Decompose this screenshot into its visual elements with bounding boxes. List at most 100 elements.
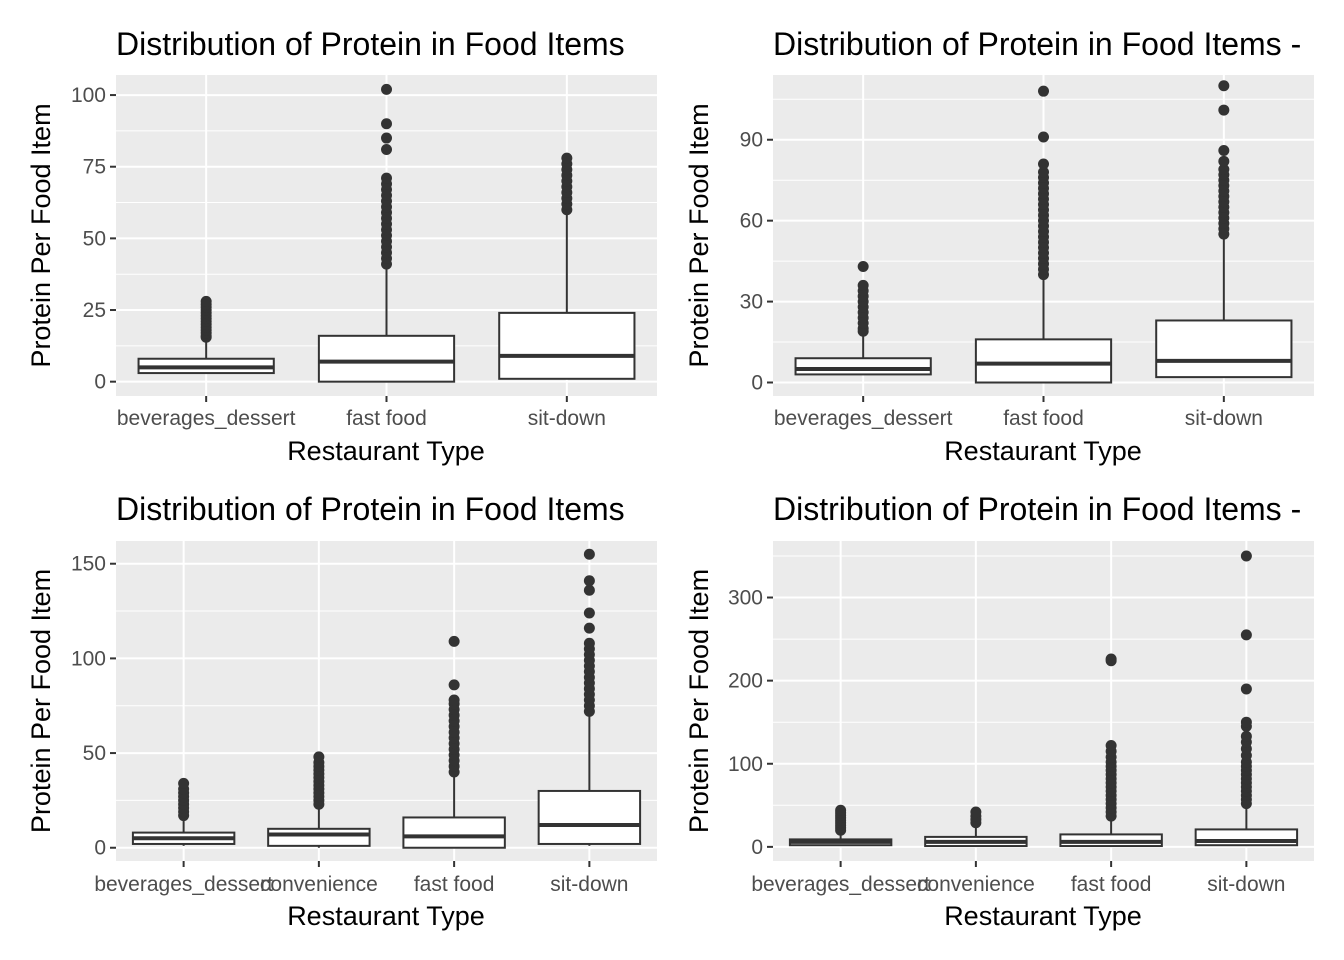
outlier-point: [970, 806, 982, 818]
x-tick-label: beverages_dessert: [751, 873, 930, 896]
outlier-point: [448, 694, 460, 706]
box-convenience: [924, 806, 1028, 848]
x-tick-label: convenience: [260, 873, 378, 896]
box-fast-food: [402, 635, 506, 849]
box-sit-down: [1155, 80, 1293, 379]
x-tick-label: fast food: [414, 873, 495, 896]
y-tick-label: 0: [94, 837, 106, 860]
y-tick-label: 30: [740, 291, 763, 314]
outlier-point: [1240, 629, 1252, 641]
outlier-point: [835, 804, 847, 816]
outlier-point: [583, 607, 595, 619]
box-iqr: [317, 334, 456, 383]
chart-title: Distribution of Protein in Food Items -: [773, 491, 1301, 527]
y-axis-title: Protein Per Food Item: [26, 103, 56, 367]
outlier-point: [857, 279, 869, 291]
x-axis-title: Restaurant Type: [944, 901, 1142, 931]
outlier-point: [1240, 683, 1252, 695]
outlier-point: [178, 777, 190, 789]
y-tick-label: 60: [740, 210, 763, 233]
y-tick-label: 0: [751, 372, 763, 395]
x-tick-label: beverages_dessert: [774, 407, 953, 430]
box-fast-food: [317, 83, 456, 383]
chart-panel-2: 0 30 60 90 beverages_dessert fast food sit-dow…: [684, 26, 1314, 466]
y-axis-title: Protein Per Food Item: [684, 103, 714, 367]
outlier-point: [1240, 716, 1252, 728]
outlier-point: [381, 132, 392, 144]
outlier-point: [1240, 730, 1252, 742]
y-tick-label: 0: [94, 371, 106, 394]
outlier-point: [1038, 158, 1049, 170]
outlier-point: [1038, 166, 1049, 178]
x-axis-title: Restaurant Type: [287, 436, 485, 466]
x-tick-label: sit-down: [528, 407, 606, 430]
box-fast-food: [974, 85, 1113, 384]
outlier-point: [381, 172, 392, 184]
y-axis-title: Protein Per Food Item: [26, 569, 56, 833]
x-tick-label: fast food: [1071, 873, 1152, 896]
y-tick-label: 75: [83, 156, 106, 179]
x-tick-label: sit-down: [1207, 873, 1285, 896]
chart-title: Distribution of Protein in Food Items: [116, 491, 625, 527]
y-tick-label: 50: [83, 742, 106, 765]
y-tick-label: 25: [83, 299, 106, 322]
box-sit-down: [498, 152, 636, 380]
box-iqr: [402, 816, 506, 849]
box-beverages-dessert: [794, 261, 932, 376]
box-beverages-dessert: [788, 804, 893, 847]
y-tick-label: 90: [740, 129, 763, 152]
y-tick-label: 100: [728, 753, 763, 776]
outlier-point: [561, 152, 573, 164]
x-tick-label: fast food: [346, 407, 427, 430]
outlier-point: [1218, 104, 1230, 116]
outlier-point: [1105, 739, 1117, 751]
box-iqr: [794, 357, 932, 376]
outlier-point: [1218, 80, 1230, 92]
outlier-point: [1218, 163, 1230, 175]
box-iqr: [537, 789, 642, 845]
y-axis-title: Protein Per Food Item: [684, 569, 714, 833]
x-tick-label: sit-down: [1185, 407, 1263, 430]
panel-background: [773, 541, 1314, 861]
x-axis-title: Restaurant Type: [287, 901, 485, 931]
box-sit-down: [1194, 550, 1299, 847]
outlier-point: [381, 83, 392, 95]
outlier-point: [583, 622, 595, 634]
outlier-point: [313, 751, 325, 763]
outlier-point: [857, 261, 869, 273]
box-beverages-dessert: [137, 295, 275, 375]
outlier-point: [1218, 145, 1230, 157]
outlier-point: [200, 295, 212, 307]
x-tick-label: fast food: [1003, 407, 1084, 430]
y-tick-label: 100: [71, 84, 106, 107]
outlier-point: [448, 679, 460, 691]
y-tick-label: 0: [751, 836, 763, 859]
x-tick-label: sit-down: [550, 873, 628, 896]
box-iqr: [1155, 319, 1293, 379]
outlier-point: [1038, 131, 1049, 143]
outlier-point: [1240, 550, 1252, 562]
x-axis-title: Restaurant Type: [944, 436, 1142, 466]
outlier-point: [381, 118, 392, 130]
chart-title: Distribution of Protein in Food Items: [116, 26, 625, 62]
y-tick-label: 100: [71, 647, 106, 670]
box-beverages-dessert: [131, 777, 236, 846]
box-iqr: [498, 311, 636, 380]
box-fast-food: [1059, 653, 1163, 848]
outlier-point: [1218, 155, 1230, 167]
y-tick-label: 50: [83, 227, 106, 250]
chart-panel-1: 0 25 50 75 100 beverages_dessert fast food sit-…: [26, 26, 657, 466]
box-sit-down: [537, 548, 642, 846]
outlier-point: [448, 635, 460, 647]
outlier-point: [583, 548, 595, 560]
y-tick-label: 200: [728, 670, 763, 693]
y-tick-label: 150: [71, 553, 106, 576]
y-tick-label: 300: [728, 587, 763, 610]
x-tick-label: beverages_dessert: [94, 873, 273, 896]
chart-title: Distribution of Protein in Food Items -: [773, 26, 1301, 62]
box-iqr: [267, 827, 371, 847]
outlier-point: [583, 575, 595, 587]
